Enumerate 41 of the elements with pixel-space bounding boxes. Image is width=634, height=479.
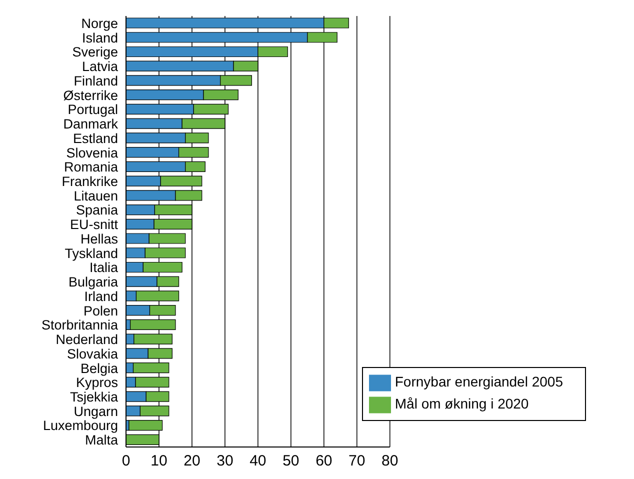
x-tick-label: 30 xyxy=(216,452,234,470)
y-tick-label: Storbritannia xyxy=(41,318,118,333)
y-tick-label: Frankrike xyxy=(62,174,118,190)
x-tick-label: 70 xyxy=(348,452,366,470)
y-tick-label: Østerrike xyxy=(63,88,118,103)
y-tick-label: Latvia xyxy=(82,59,118,74)
y-tick-label: Slovenia xyxy=(66,145,118,160)
y-tick-label: Italia xyxy=(89,260,118,276)
y-tick-label: Nederland xyxy=(56,332,118,348)
y-tick-label: Hellas xyxy=(80,231,118,246)
y-tick-label: Finland xyxy=(74,73,118,88)
y-tick-label: Bulgaria xyxy=(68,274,118,290)
y-tick-label: Tyskland xyxy=(64,246,118,261)
y-tick-label: Litauen xyxy=(74,188,118,204)
y-tick-label: Tsjekkia xyxy=(70,390,118,405)
y-tick-label: Spania xyxy=(76,202,118,218)
legend-label: Fornybar energiandel 2005 xyxy=(394,374,563,390)
y-tick-label: Malta xyxy=(84,432,118,448)
y-tick-label: Luxembourg xyxy=(42,418,118,434)
y-tick-label: Ungarn xyxy=(74,404,118,419)
x-tick-label: 10 xyxy=(150,452,168,470)
legend-label: Mål om økning i 2020 xyxy=(394,396,529,412)
x-tick-label: 0 xyxy=(122,452,130,470)
y-tick-label: Norge xyxy=(81,16,118,31)
y-tick-label: Danmark xyxy=(63,116,118,132)
y-tick-label: Sverige xyxy=(72,44,118,60)
y-tick-label: Polen xyxy=(83,303,118,318)
y-tick-label: Slovakia xyxy=(66,346,118,362)
x-tick-label: 20 xyxy=(184,452,200,470)
x-tick-label: 80 xyxy=(382,452,398,470)
y-tick-label: Kypros xyxy=(76,375,118,390)
y-tick-label: Romania xyxy=(64,160,118,175)
y-tick-label: Island xyxy=(82,30,118,46)
y-tick-label: Belgia xyxy=(80,360,118,376)
y-tick-label: Portugal xyxy=(68,102,118,118)
x-tick-label: 50 xyxy=(282,452,300,470)
y-tick-label: Estland xyxy=(72,130,118,146)
y-tick-label: EU-snitt xyxy=(70,217,118,232)
x-tick-label: 60 xyxy=(316,452,332,470)
x-tick-label: 40 xyxy=(250,452,266,470)
y-tick-label: Irland xyxy=(84,288,118,304)
